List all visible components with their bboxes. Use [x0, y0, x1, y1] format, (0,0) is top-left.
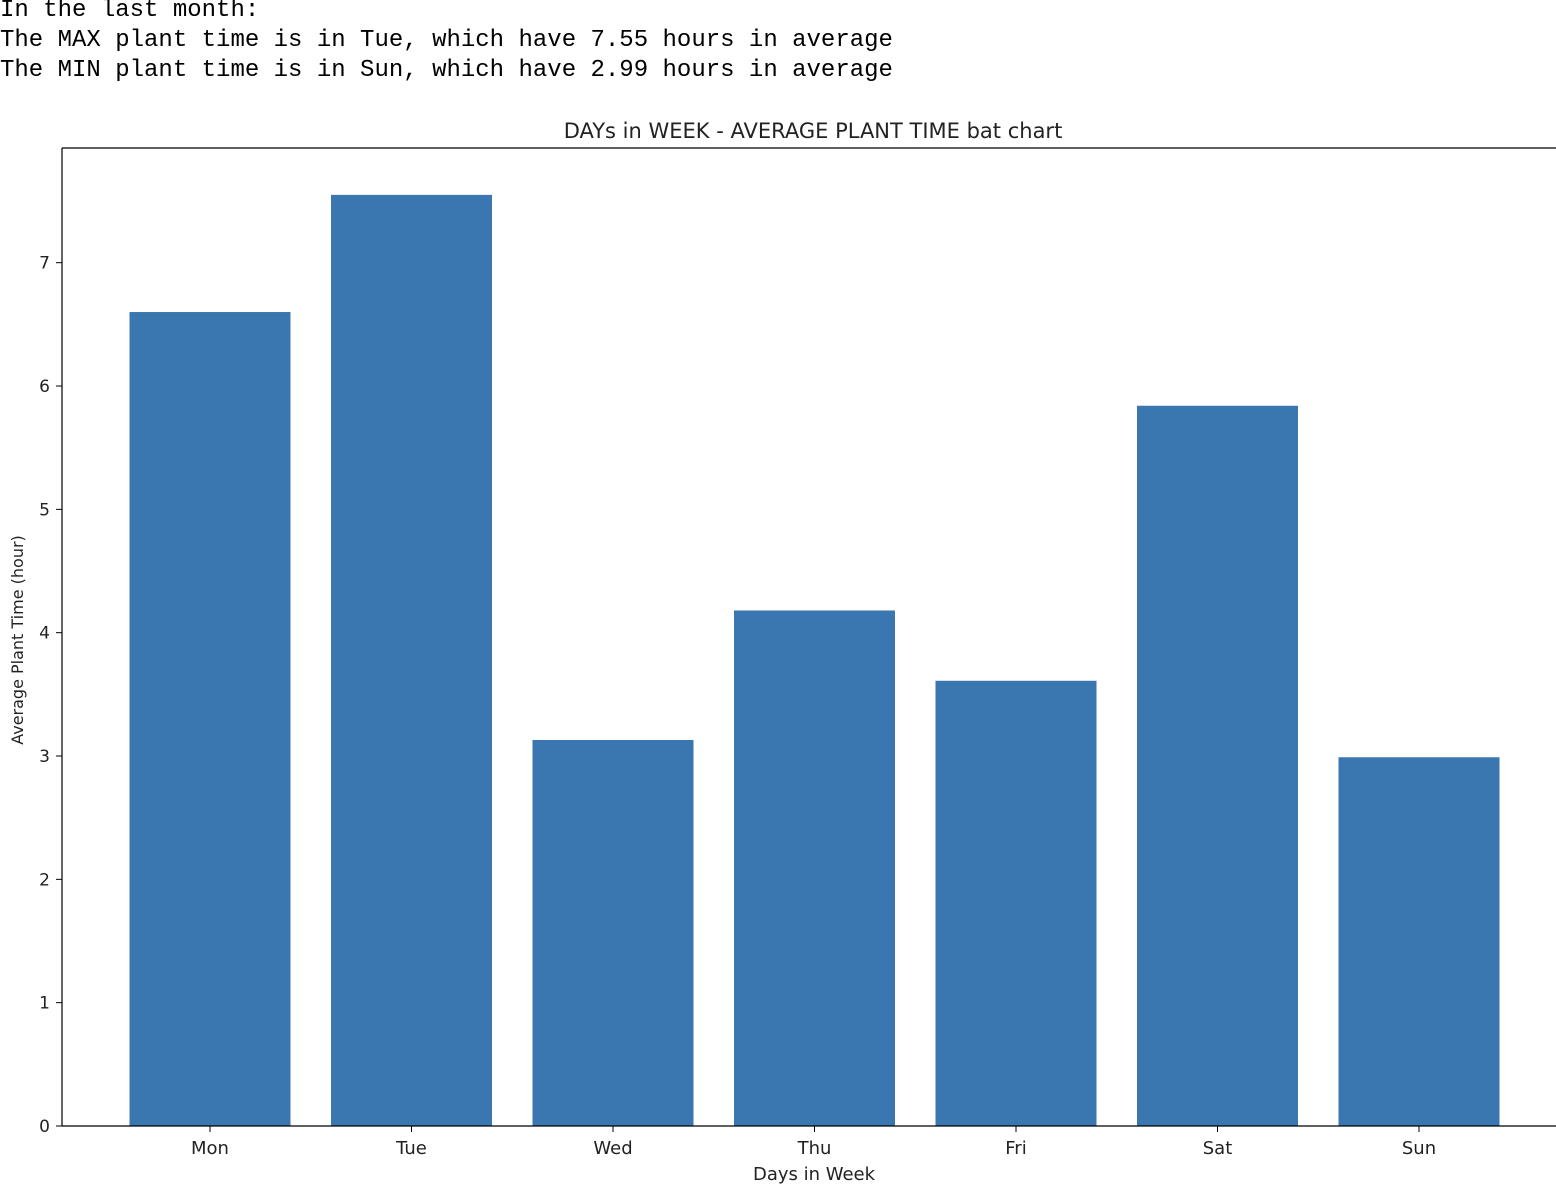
y-tick-label-0: 0	[39, 1117, 50, 1137]
bar-fri	[935, 680, 1097, 1126]
y-tick-label-6: 6	[39, 377, 50, 397]
x-tick-label-mon: Mon	[191, 1138, 229, 1159]
cell-output-text: In the last month: The MAX plant time is …	[0, 0, 893, 86]
x-tick-label-sun: Sun	[1402, 1138, 1436, 1159]
x-axis-label: Days in Week	[753, 1164, 876, 1184]
y-tick-label-5: 5	[39, 500, 50, 520]
y-tick-label-1: 1	[39, 994, 50, 1014]
x-tick-label-sat: Sat	[1203, 1138, 1233, 1159]
output-line-intro: In the last month:	[0, 0, 260, 24]
y-tick-label-2: 2	[39, 870, 50, 890]
bar-sat	[1137, 405, 1298, 1126]
bar-sun	[1338, 757, 1500, 1126]
chart-title: DAYs in WEEK - AVERAGE PLANT TIME bat ch…	[564, 119, 1063, 143]
bar-tue	[331, 194, 492, 1127]
x-tick-label-thu: Thu	[797, 1138, 832, 1159]
y-tick-label-4: 4	[39, 624, 50, 644]
output-line-max: The MAX plant time is in Tue, which have…	[0, 27, 893, 54]
x-tick-label-wed: Wed	[593, 1138, 632, 1159]
bar-thu	[734, 610, 895, 1126]
bars-group	[129, 194, 1500, 1127]
x-tick-label-fri: Fri	[1005, 1138, 1026, 1159]
y-axis-label: Average Plant Time (hour)	[8, 535, 27, 745]
y-tick-label-3: 3	[39, 747, 50, 767]
x-tick-label-tue: Tue	[395, 1138, 427, 1159]
bar-mon	[129, 312, 291, 1127]
output-line-min: The MIN plant time is in Sun, which have…	[0, 57, 893, 84]
y-tick-label-7: 7	[39, 254, 50, 274]
bar-wed	[532, 739, 694, 1126]
axes-group: Mon Tue Wed Thu Fri Sat Sun 0 1 2 3 4 5 6 7	[39, 147, 1556, 1159]
